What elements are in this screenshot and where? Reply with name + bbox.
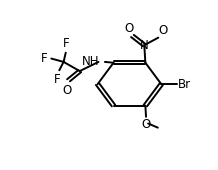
Text: F: F <box>62 37 69 50</box>
Text: O: O <box>158 24 167 37</box>
Text: O: O <box>63 84 72 97</box>
Text: O: O <box>141 118 151 131</box>
Text: F: F <box>54 73 60 86</box>
Text: F: F <box>41 52 48 65</box>
Text: Br: Br <box>178 78 191 91</box>
Text: NH: NH <box>82 55 100 68</box>
Text: O: O <box>124 22 133 35</box>
Text: N: N <box>140 39 149 52</box>
